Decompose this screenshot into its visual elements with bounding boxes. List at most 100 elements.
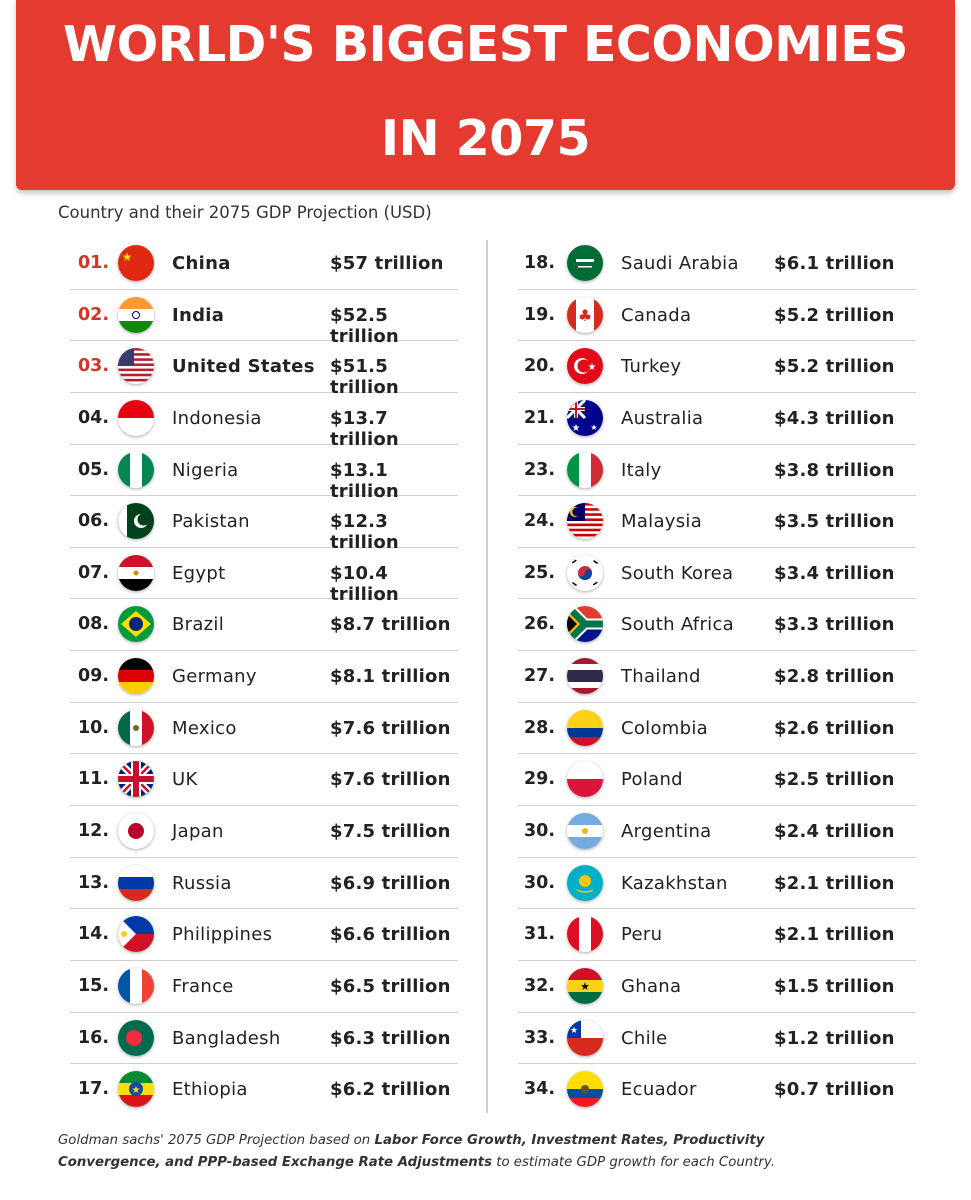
chile-flag-icon: ★ bbox=[567, 1019, 603, 1056]
rank-number: 25. bbox=[524, 562, 556, 583]
ranking-list-right: 18. Saudi Arabia $6.1 trillion 19. ♣ Canada $5… bbox=[518, 238, 916, 1116]
table-row: 18. Saudi Arabia $6.1 trillion bbox=[518, 238, 916, 290]
country-name: China bbox=[172, 253, 231, 274]
gdp-value: $1.2 trillion bbox=[774, 1027, 895, 1049]
country-name: UK bbox=[172, 769, 198, 791]
table-row: 15. France $6.5 trillion bbox=[70, 961, 458, 1013]
gdp-value: $2.5 trillion bbox=[774, 769, 895, 791]
gdp-value: $13.1 trillion bbox=[330, 459, 399, 502]
svg-text:★: ★ bbox=[588, 362, 597, 373]
kazakhstan-flag-icon bbox=[567, 864, 603, 901]
country-name: Russia bbox=[172, 872, 232, 894]
rank-number: 08. bbox=[78, 614, 110, 635]
germany-flag-icon bbox=[118, 658, 154, 695]
rank-number: 21. bbox=[524, 407, 556, 428]
country-name: Brazil bbox=[172, 614, 225, 636]
gdp-value: $2.4 trillion bbox=[774, 821, 895, 843]
svg-text:♣: ♣ bbox=[578, 306, 592, 325]
gdp-value: $6.9 trillion bbox=[330, 872, 451, 894]
table-row: 27. Thailand $2.8 trillion bbox=[518, 651, 916, 703]
gdp-value: $8.7 trillion bbox=[330, 614, 451, 636]
table-row: 16. Bangladesh $6.3 trillion bbox=[70, 1013, 458, 1065]
country-name: Poland bbox=[621, 769, 683, 791]
gdp-value: $2.1 trillion bbox=[774, 872, 895, 894]
gdp-value: $1.5 trillion bbox=[774, 975, 895, 997]
china-flag-icon: ★ bbox=[118, 245, 154, 281]
gdp-value: $6.3 trillion bbox=[330, 1027, 451, 1049]
rank-number: 01. bbox=[78, 253, 110, 273]
rank-number: 15. bbox=[78, 975, 110, 996]
table-row: 30. Kazakhstan $2.1 trillion bbox=[518, 858, 916, 910]
footnote-bold-2: Convergence, and PPP-based Exchange Rate… bbox=[58, 1155, 492, 1170]
country-name: Ghana bbox=[621, 975, 682, 997]
gdp-value: $2.6 trillion bbox=[774, 717, 895, 739]
table-row: 29. Poland $2.5 trillion bbox=[518, 754, 916, 807]
rank-number: 07. bbox=[78, 562, 110, 583]
rank-number: 12. bbox=[78, 821, 110, 842]
country-name: Malaysia bbox=[621, 511, 703, 533]
gdp-value: $6.6 trillion bbox=[330, 924, 451, 946]
rank-number: 33. bbox=[524, 1027, 556, 1048]
gdp-value: $2.1 trillion bbox=[774, 924, 895, 946]
ghana-flag-icon: ★ bbox=[567, 967, 603, 1004]
country-name: Pakistan bbox=[172, 511, 250, 533]
table-row: 17. ★ Ethiopia $6.2 trillion bbox=[70, 1064, 458, 1116]
rank-number: 28. bbox=[524, 717, 556, 738]
france-flag-icon bbox=[118, 967, 154, 1004]
table-row: 33. ★ Chile $1.2 trillion bbox=[518, 1013, 916, 1065]
rank-number: 26. bbox=[524, 614, 556, 635]
table-row: 25. South Korea $3.4 trillion bbox=[518, 548, 916, 600]
gdp-value: $2.8 trillion bbox=[774, 666, 895, 688]
column-divider bbox=[486, 240, 488, 1113]
philippines-flag-icon bbox=[118, 916, 154, 953]
rank-number: 19. bbox=[524, 304, 556, 325]
malaysia-flag-icon bbox=[567, 503, 603, 540]
gdp-value: $7.6 trillion bbox=[330, 769, 451, 791]
country-name: Australia bbox=[621, 407, 704, 429]
gdp-value: $0.7 trillion bbox=[774, 1079, 895, 1101]
country-name: South Africa bbox=[621, 614, 734, 636]
rank-number: 17. bbox=[78, 1079, 110, 1100]
turkey-flag-icon: ★ bbox=[567, 348, 603, 385]
south-africa-flag-icon bbox=[567, 606, 603, 643]
rank-number: 11. bbox=[78, 769, 110, 790]
footnote: Goldman sachs' 2075 GDP Projection based… bbox=[58, 1130, 898, 1174]
bangladesh-flag-icon bbox=[118, 1019, 154, 1056]
rank-number: 09. bbox=[78, 666, 110, 687]
table-row: 32. ★ Ghana $1.5 trillion bbox=[518, 961, 916, 1013]
table-row: 03. United States $51.5 trillion bbox=[70, 341, 458, 398]
country-name: India bbox=[172, 304, 225, 326]
south-korea-flag-icon bbox=[567, 554, 603, 591]
country-name: Japan bbox=[172, 821, 224, 843]
ethiopia-flag-icon: ★ bbox=[118, 1071, 154, 1108]
table-row: 24. Malaysia $3.5 trillion bbox=[518, 496, 916, 548]
page-title-line-1: WORLD'S BIGGEST ECONOMIES bbox=[63, 16, 908, 73]
subtitle: Country and their 2075 GDP Projection (U… bbox=[58, 203, 432, 222]
page-title-line-2: IN 2075 bbox=[380, 110, 591, 167]
gdp-value: $4.3 trillion bbox=[774, 407, 895, 429]
table-row: 05. Nigeria $13.1 trillion bbox=[70, 445, 458, 502]
table-row: 21. ★ ★ Australia $4.3 trillion bbox=[518, 393, 916, 445]
svg-text:★: ★ bbox=[580, 980, 590, 993]
footnote-text-1: Goldman sachs' 2075 GDP Projection based… bbox=[58, 1133, 375, 1148]
brazil-flag-icon bbox=[118, 606, 154, 643]
peru-flag-icon bbox=[567, 916, 603, 953]
gdp-value: $6.5 trillion bbox=[330, 975, 451, 997]
country-name: South Korea bbox=[621, 562, 734, 584]
india-flag-icon bbox=[118, 296, 154, 333]
table-row: 14. Philippines $6.6 trillion bbox=[70, 909, 458, 961]
table-row: 12. Japan $7.5 trillion bbox=[70, 806, 458, 858]
country-name: Egypt bbox=[172, 562, 226, 584]
country-name: Bangladesh bbox=[172, 1027, 281, 1049]
svg-text:★: ★ bbox=[570, 1026, 578, 1036]
colombia-flag-icon bbox=[567, 709, 603, 746]
gdp-value: $7.6 trillion bbox=[330, 717, 451, 739]
country-name: Nigeria bbox=[172, 459, 239, 481]
gdp-value: $13.7 trillion bbox=[330, 407, 399, 450]
table-row: 13. Russia $6.9 trillion bbox=[70, 858, 458, 910]
country-name: Turkey bbox=[621, 356, 682, 378]
table-row: 09. Germany $8.1 trillion bbox=[70, 651, 458, 703]
rank-number: 30. bbox=[524, 821, 556, 842]
rank-number: 05. bbox=[78, 459, 110, 480]
table-row: 28. Colombia $2.6 trillion bbox=[518, 703, 916, 755]
